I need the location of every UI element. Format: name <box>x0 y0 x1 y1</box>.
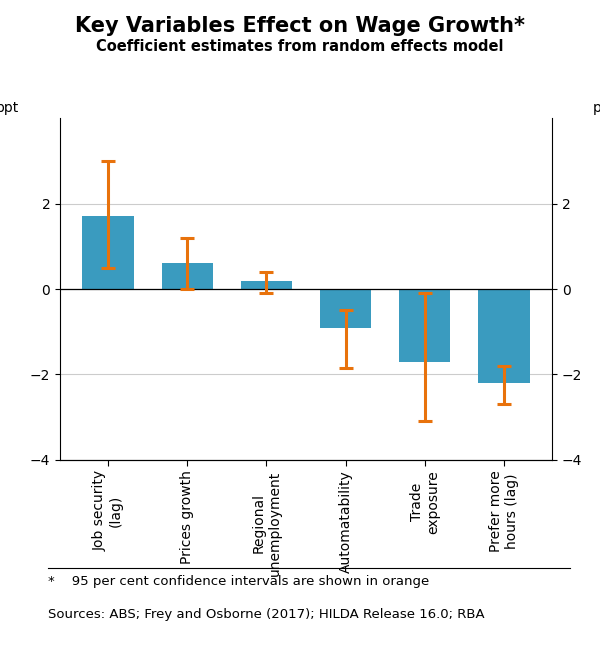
Bar <box>82 217 134 289</box>
Text: ppt: ppt <box>0 101 19 115</box>
Text: Coefficient estimates from random effects model: Coefficient estimates from random effect… <box>96 39 504 55</box>
Text: Key Variables Effect on Wage Growth*: Key Variables Effect on Wage Growth* <box>75 16 525 36</box>
Bar <box>478 289 530 383</box>
Bar <box>399 289 451 361</box>
Bar <box>320 289 371 328</box>
Bar <box>241 281 292 289</box>
Text: Sources: ABS; Frey and Osborne (2017); HILDA Release 16.0; RBA: Sources: ABS; Frey and Osborne (2017); H… <box>48 608 485 621</box>
Text: ppt: ppt <box>593 101 600 115</box>
Bar <box>161 263 213 289</box>
Text: *    95 per cent confidence intervals are shown in orange: * 95 per cent confidence intervals are s… <box>48 575 429 588</box>
